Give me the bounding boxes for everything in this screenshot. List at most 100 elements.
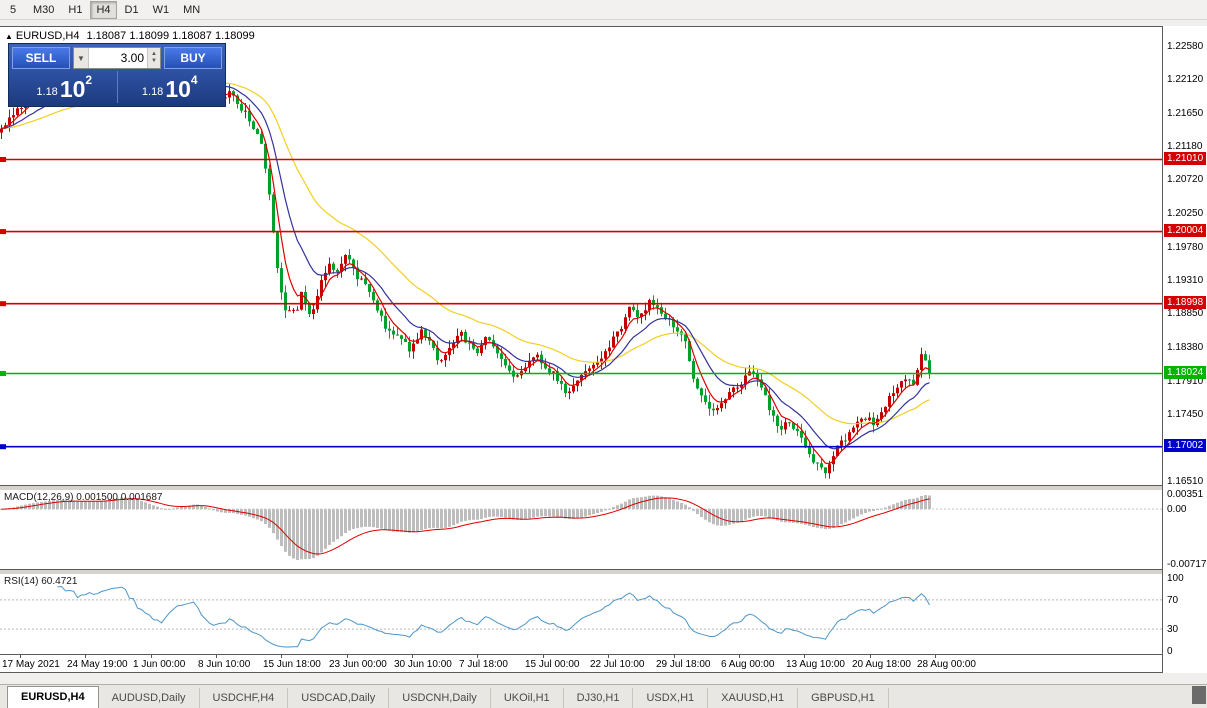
chart-title: ▲ EURUSD,H4 1.18087 1.18099 1.18087 1.1809…: [5, 30, 255, 42]
price-tick: 1.19780: [1167, 242, 1204, 253]
price-tick: 1.20720: [1167, 174, 1204, 185]
time-tick: [739, 655, 740, 658]
chart-tab-eurusd-h4[interactable]: EURUSD,H4: [7, 686, 99, 708]
timeframe-button-m30[interactable]: M30: [27, 1, 60, 19]
price-tick: 1.19310: [1167, 275, 1204, 286]
chart-tab-audusd-daily[interactable]: AUDUSD,Daily: [99, 688, 200, 708]
time-tick: [20, 655, 21, 658]
time-label: 20 Aug 18:00: [852, 659, 911, 670]
price-line-badge: 1.20004: [1164, 224, 1207, 237]
buy-price-sup: 4: [190, 73, 198, 87]
time-label: 15 Jun 18:00: [263, 659, 321, 670]
timeframe-button-w1[interactable]: W1: [147, 1, 176, 19]
time-label: 1 Jun 00:00: [133, 659, 186, 670]
buy-button[interactable]: BUY: [164, 47, 222, 69]
price-line-badge: 1.21010: [1164, 152, 1207, 165]
time-label: 17 May 2021: [2, 659, 60, 670]
macd-canvas[interactable]: [0, 490, 1162, 569]
symbol-arrow-icon: ▲: [5, 32, 13, 41]
time-label: 15 Jul 00:00: [525, 659, 580, 670]
timeframe-button-h1[interactable]: H1: [62, 1, 88, 19]
sell-price-big: 10: [59, 76, 86, 102]
chart-ohlc-values: 1.18087 1.18099 1.18087 1.18099: [86, 30, 255, 42]
chart-tab-ukoil-h1[interactable]: UKOil,H1: [491, 688, 564, 708]
time-tick: [412, 655, 413, 658]
main-chart-panel[interactable]: ▲ EURUSD,H4 1.18087 1.18099 1.18087 1.1809…: [0, 26, 1162, 486]
price-line-badge: 1.18998: [1164, 296, 1207, 309]
timeframe-button-mn[interactable]: MN: [177, 1, 206, 19]
time-label: 29 Jul 18:00: [656, 659, 711, 670]
macd-indicator-label: MACD(12,26,9) 0.001500 0.001687: [4, 492, 163, 503]
time-label: 6 Aug 00:00: [721, 659, 775, 670]
chart-tab-usdcad-daily[interactable]: USDCAD,Daily: [288, 688, 390, 708]
price-tick: 1.17450: [1167, 409, 1204, 420]
volume-input[interactable]: [89, 48, 147, 68]
rsi-panel[interactable]: RSI(14) 60.4721: [0, 574, 1162, 655]
time-axis[interactable]: 17 May 2021 24 May 19:00 1 Jun 00:00 8 Jun …: [0, 655, 1162, 673]
price-tick: 1.20250: [1167, 208, 1204, 219]
chart-tabs: EURUSD,H4 AUDUSD,Daily USDCHF,H4 USDCAD,Dai…: [0, 684, 1207, 708]
time-label: 23 Jun 00:00: [329, 659, 387, 670]
spin-up-icon[interactable]: ▲: [151, 51, 157, 57]
price-tick: 1.22120: [1167, 74, 1204, 85]
tabbar-scroll-button[interactable]: [1192, 686, 1206, 704]
chart-tab-xauusd-h1[interactable]: XAUUSD,H1: [708, 688, 799, 708]
macd-panel[interactable]: MACD(12,26,9) 0.001500 0.001687: [0, 490, 1162, 570]
sell-button[interactable]: SELL: [12, 47, 70, 69]
rsi-indicator-label: RSI(14) 60.4721: [4, 576, 78, 587]
volume-control[interactable]: ▼ ▲▼: [73, 47, 161, 69]
timeframe-button-h4[interactable]: H4: [90, 0, 117, 19]
timeframe-button-5[interactable]: 5: [1, 1, 25, 19]
time-tick: [85, 655, 86, 658]
price-tick: 1.21650: [1167, 108, 1204, 119]
time-label: 30 Jun 10:00: [394, 659, 452, 670]
price-tick: 1.22580: [1167, 41, 1204, 52]
time-tick: [216, 655, 217, 658]
price-tick: 1.21180: [1167, 141, 1203, 152]
chart-tab-dj30-h1[interactable]: DJ30,H1: [564, 688, 634, 708]
time-label: 24 May 19:00: [67, 659, 128, 670]
volume-spinner[interactable]: ▲ ▼: [147, 48, 160, 68]
time-tick: [935, 655, 936, 658]
chart-tab-usdx-h1[interactable]: USDX,H1: [633, 688, 709, 708]
time-tick: [281, 655, 282, 658]
chart-tab-gbpusd-h1[interactable]: GBPUSD,H1: [798, 688, 889, 708]
time-label: 7 Jul 18:00: [459, 659, 508, 670]
price-tick: 1.17910: [1167, 376, 1204, 387]
time-tick: [543, 655, 544, 658]
time-label: 13 Aug 10:00: [786, 659, 845, 670]
timeframe-button-d1[interactable]: D1: [119, 1, 145, 19]
macd-axis-label: 0.00: [1167, 504, 1187, 515]
price-tick: 1.18850: [1167, 308, 1204, 319]
time-label: 22 Jul 10:00: [590, 659, 645, 670]
time-tick: [347, 655, 348, 658]
trade-prices-row: 1.18 10 2 1.18 10 4: [12, 71, 222, 103]
main-chart-canvas[interactable]: [0, 27, 1162, 485]
price-tick: 1.16510: [1167, 476, 1204, 487]
timeframe-toolbar: 5 M30 H1 H4 D1 W1 MN: [0, 0, 1207, 20]
chart-tab-usdcnh-daily[interactable]: USDCNH,Daily: [389, 688, 491, 708]
volume-dropdown-arrow-icon[interactable]: ▼: [74, 48, 89, 68]
spin-down-icon[interactable]: ▼: [151, 58, 157, 64]
price-line-badge: 1.18024: [1164, 366, 1207, 379]
panel-splitter[interactable]: [0, 570, 1162, 574]
rsi-canvas[interactable]: [0, 574, 1162, 654]
macd-axis-label: -0.00717: [1167, 559, 1207, 570]
price-axis[interactable]: 1.22580 1.22120 1.21650 1.21180 1.20720 1.202…: [1162, 26, 1207, 673]
sell-price[interactable]: 1.18 10 2: [12, 71, 118, 103]
buy-price[interactable]: 1.18 10 4: [118, 71, 223, 103]
buy-price-small: 1.18: [141, 86, 164, 98]
time-tick: [477, 655, 478, 658]
chart-tab-usdchf-h4[interactable]: USDCHF,H4: [200, 688, 289, 708]
rsi-axis-label: 100: [1167, 573, 1184, 584]
price-tick: 1.18380: [1167, 342, 1204, 353]
sell-price-sup: 2: [85, 73, 93, 87]
sell-price-small: 1.18: [36, 86, 58, 98]
chart-symbol-label: EURUSD,H4: [15, 30, 80, 42]
macd-axis-label: 0.00351: [1167, 489, 1204, 500]
rsi-axis-label: 0: [1167, 646, 1173, 657]
buy-price-big: 10: [165, 76, 191, 102]
panel-splitter[interactable]: [0, 486, 1162, 490]
